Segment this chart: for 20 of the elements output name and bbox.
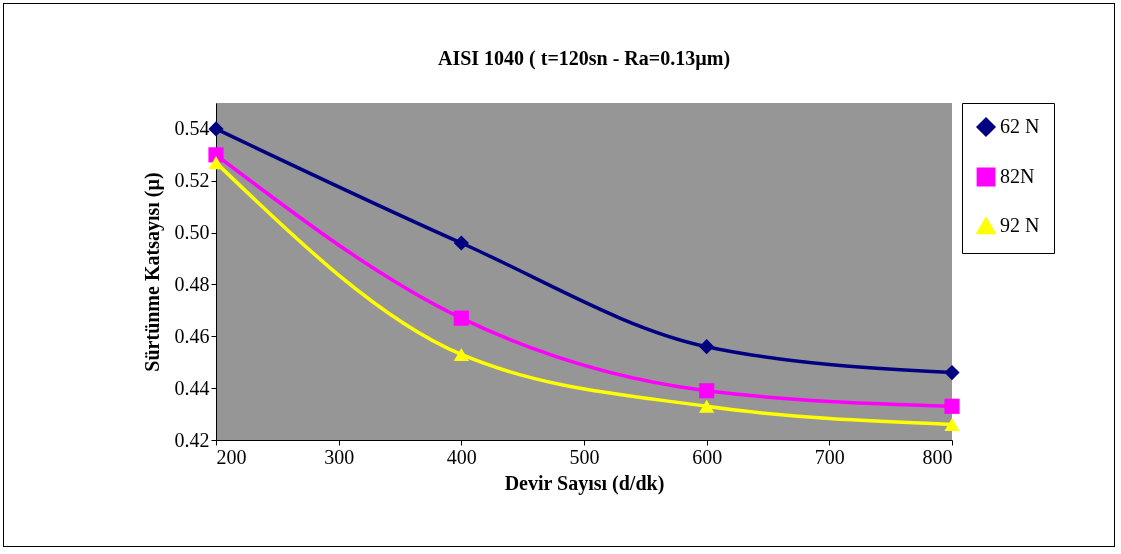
y-tick-label: 0.42: [174, 428, 210, 451]
y-tick-label: 0.48: [174, 272, 210, 295]
x-tick-label: 700: [814, 445, 845, 468]
y-tick-label: 0.54: [174, 117, 210, 140]
chart-title: AISI 1040 ( t=120sn - Ra=0.13µm): [437, 46, 731, 70]
legend-label: 82N: [1000, 165, 1035, 187]
x-tick-label: 200: [216, 445, 247, 468]
y-axis-title: Sürtünme Katsayısı (µ): [140, 172, 164, 372]
y-tick-label: 0.44: [174, 376, 210, 399]
y-tick-label: 0.52: [174, 169, 210, 192]
x-axis-title: Devir Sayısı (d/dk): [504, 471, 665, 495]
y-tick-label: 0.50: [174, 221, 210, 244]
x-tick-label: 500: [569, 445, 600, 468]
x-tick-label: 400: [446, 445, 477, 468]
legend-label: 62 N: [1000, 115, 1040, 137]
y-tick-label: 0.46: [174, 324, 210, 347]
x-tick-label: 300: [324, 445, 355, 468]
legend-label: 92 N: [1000, 214, 1040, 236]
x-tick-label: 800: [922, 445, 953, 468]
x-tick-label: 600: [692, 445, 723, 468]
